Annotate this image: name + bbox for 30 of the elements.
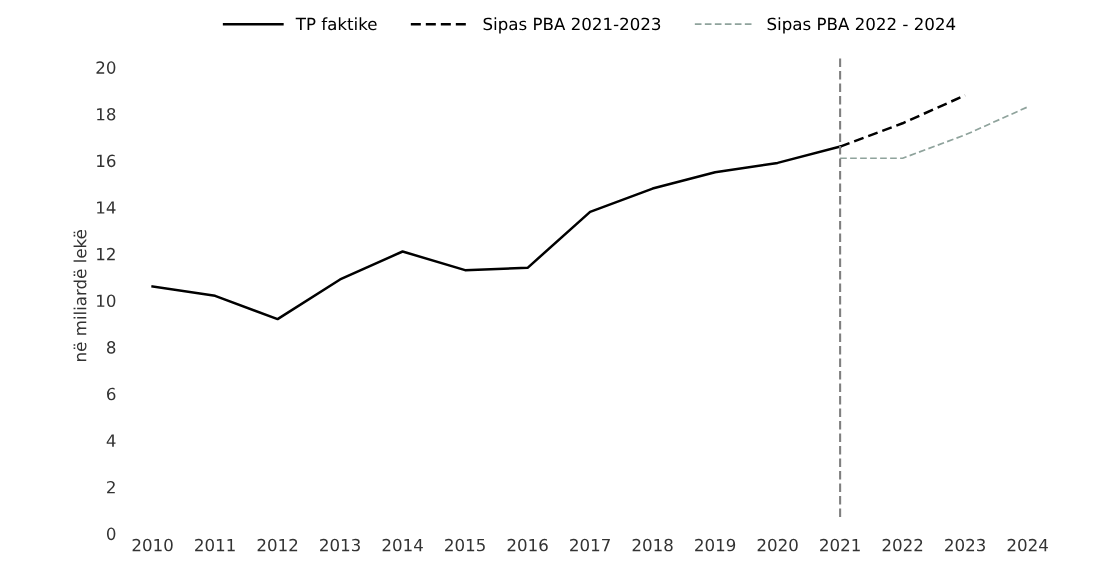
y-axis-title: në miliardë lekë xyxy=(73,230,87,361)
x-tick-label: 2021 xyxy=(820,538,860,552)
x-tick-label: 2012 xyxy=(257,538,298,552)
x-tick-label: 2018 xyxy=(632,538,673,552)
y-tick-label: 4 xyxy=(106,434,116,447)
x-tick-label: 2024 xyxy=(1007,538,1048,552)
x-tick-label: 2010 xyxy=(132,538,173,552)
y-tick-label: 10 xyxy=(97,294,116,308)
y-tick-label: 16 xyxy=(97,154,116,168)
legend-label: Sipas PBA 2021-2023 xyxy=(483,17,661,34)
legend-label: TP faktike xyxy=(295,17,377,31)
y-tick-label: 14 xyxy=(97,201,116,214)
y-tick-label: 12 xyxy=(97,247,115,261)
y-tick-label: 20 xyxy=(96,61,116,74)
y-tick-label: 18 xyxy=(97,107,116,121)
legend-label: Sipas PBA 2022 - 2024 xyxy=(767,17,956,34)
x-tick-label: 2015 xyxy=(445,538,485,552)
x-tick-label: 2016 xyxy=(507,538,548,552)
x-tick-label: 2020 xyxy=(757,538,798,552)
x-tick-label: 2013 xyxy=(320,538,360,552)
y-tick-label: 0 xyxy=(106,527,116,541)
x-tick-label: 2023 xyxy=(945,538,985,552)
y-tick-label: 2 xyxy=(107,480,115,494)
x-tick-label: 2017 xyxy=(570,538,610,552)
x-tick-label: 2011 xyxy=(195,538,235,552)
y-tick-label: 8 xyxy=(106,341,116,354)
x-tick-label: 2019 xyxy=(695,538,736,552)
y-tick-label: 6 xyxy=(107,387,116,401)
x-tick-label: 2014 xyxy=(382,538,423,552)
x-tick-label: 2022 xyxy=(882,538,923,552)
